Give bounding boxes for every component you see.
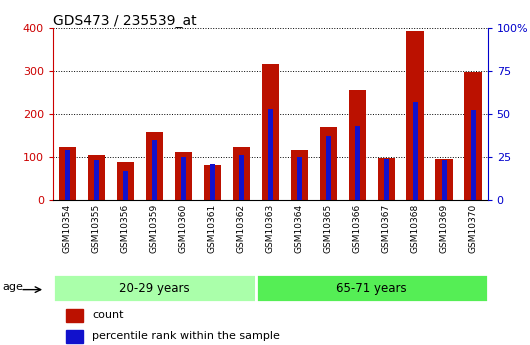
Bar bbox=[65, 150, 70, 200]
Bar bbox=[123, 171, 128, 200]
Bar bbox=[436, 159, 453, 200]
Bar bbox=[204, 165, 221, 200]
Bar bbox=[94, 160, 99, 200]
FancyBboxPatch shape bbox=[256, 274, 488, 302]
Bar bbox=[59, 148, 76, 200]
Bar bbox=[412, 102, 418, 200]
Bar bbox=[268, 109, 273, 200]
Bar bbox=[377, 158, 395, 200]
FancyBboxPatch shape bbox=[53, 274, 256, 302]
Bar bbox=[355, 126, 360, 200]
Text: age: age bbox=[3, 282, 23, 292]
Bar bbox=[464, 72, 482, 200]
Bar bbox=[233, 147, 250, 200]
Bar bbox=[66, 309, 83, 322]
Text: GSM10355: GSM10355 bbox=[92, 204, 101, 253]
Text: GSM10370: GSM10370 bbox=[469, 204, 478, 253]
Text: GSM10365: GSM10365 bbox=[324, 204, 333, 253]
Text: GSM10369: GSM10369 bbox=[440, 204, 448, 253]
Text: GDS473 / 235539_at: GDS473 / 235539_at bbox=[53, 14, 197, 28]
Text: count: count bbox=[92, 310, 123, 320]
Text: GSM10368: GSM10368 bbox=[411, 204, 420, 253]
Text: GSM10367: GSM10367 bbox=[382, 204, 391, 253]
Text: GSM10364: GSM10364 bbox=[295, 204, 304, 253]
Bar bbox=[384, 159, 389, 200]
Text: GSM10361: GSM10361 bbox=[208, 204, 217, 253]
Bar bbox=[320, 127, 337, 200]
Bar bbox=[152, 140, 157, 200]
Bar bbox=[325, 136, 331, 200]
Bar bbox=[181, 157, 186, 200]
Bar bbox=[407, 31, 424, 200]
Bar bbox=[262, 64, 279, 200]
Text: GSM10363: GSM10363 bbox=[266, 204, 275, 253]
Text: 20-29 years: 20-29 years bbox=[119, 282, 190, 295]
Text: percentile rank within the sample: percentile rank within the sample bbox=[92, 331, 280, 341]
Text: GSM10354: GSM10354 bbox=[63, 204, 72, 253]
Bar bbox=[88, 155, 105, 200]
Text: GSM10366: GSM10366 bbox=[353, 204, 361, 253]
Bar bbox=[210, 164, 215, 200]
Bar bbox=[146, 132, 163, 200]
Bar bbox=[297, 157, 302, 200]
Text: 65-71 years: 65-71 years bbox=[337, 282, 407, 295]
Bar bbox=[117, 162, 134, 200]
Bar bbox=[349, 90, 366, 200]
Bar bbox=[66, 330, 83, 343]
Bar bbox=[238, 155, 244, 200]
Text: GSM10362: GSM10362 bbox=[237, 204, 246, 253]
Bar bbox=[175, 152, 192, 200]
Text: GSM10356: GSM10356 bbox=[121, 204, 130, 253]
Bar bbox=[290, 150, 308, 200]
Bar bbox=[441, 160, 447, 200]
Bar bbox=[471, 110, 476, 200]
Text: GSM10359: GSM10359 bbox=[150, 204, 159, 253]
Text: GSM10360: GSM10360 bbox=[179, 204, 188, 253]
